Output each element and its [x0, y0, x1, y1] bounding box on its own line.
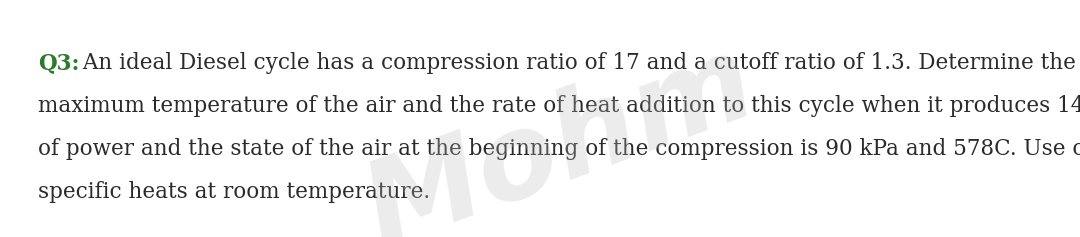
Text: Q3:: Q3: [38, 52, 80, 74]
Text: maximum temperature of the air and the rate of heat addition to this cycle when : maximum temperature of the air and the r… [38, 95, 1080, 117]
Text: of power and the state of the air at the beginning of the compression is 90 kPa : of power and the state of the air at the… [38, 138, 1080, 160]
Text: Mohm: Mohm [350, 25, 770, 237]
Text: An ideal Diesel cycle has a compression ratio of 17 and a cutoff ratio of 1.3. D: An ideal Diesel cycle has a compression … [76, 52, 1076, 74]
Text: specific heats at room temperature.: specific heats at room temperature. [38, 181, 430, 203]
